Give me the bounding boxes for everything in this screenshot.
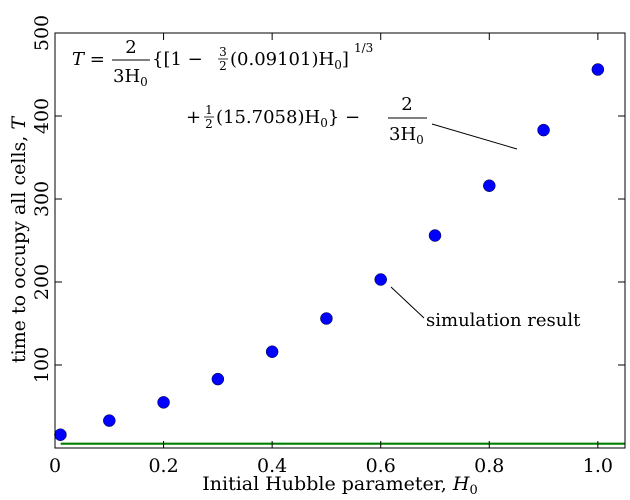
equation-line1-body: {[1 − xyxy=(152,49,203,70)
equation-line1-rest: (0.09101)H0] xyxy=(230,49,349,72)
data-point xyxy=(103,414,116,427)
plot-frame xyxy=(54,32,626,449)
data-points-layer xyxy=(54,63,605,441)
axis-ticks: 0 0.2 0.4 0.6 0.8 1.0 100 200 300 400 500 xyxy=(31,15,625,477)
equation-exponent: 1/3 xyxy=(354,41,373,55)
data-point xyxy=(265,345,279,358)
x-axis-title: Initial Hubble parameter, H0 xyxy=(202,473,477,498)
point-annotation-label: simulation result xyxy=(426,310,581,331)
x-tick-label: 1.0 xyxy=(583,455,613,477)
y-axis-title: time to occupy all cells, T xyxy=(8,116,30,363)
equation-pointer-line xyxy=(431,123,518,150)
data-point xyxy=(54,428,67,441)
data-point xyxy=(320,312,333,325)
equation-line2-body: (15.7058)H0} − xyxy=(216,107,360,130)
y-tick-label: 300 xyxy=(31,181,53,217)
equation-frac-denominator: 3H0 xyxy=(113,66,148,89)
point-annotation: simulation result xyxy=(390,286,581,331)
y-tick-label: 200 xyxy=(31,264,53,300)
data-point xyxy=(537,123,550,137)
y-tick-label: 500 xyxy=(31,15,53,51)
data-point xyxy=(374,273,387,286)
equation-annotation: T = 2 3H0 {[1 − 3 2 (0.09101)H0] 1/3 + 1… xyxy=(72,37,518,150)
data-point xyxy=(483,179,496,192)
x-tick-label: 0.8 xyxy=(474,455,504,477)
data-point xyxy=(211,372,225,386)
equation-frac2-numerator: 2 xyxy=(401,94,412,115)
data-point xyxy=(428,229,442,242)
equation-half-num: 1 xyxy=(205,103,213,117)
x-tick-label: 0.4 xyxy=(257,455,287,477)
x-tick-label: 0 xyxy=(49,455,61,477)
data-point xyxy=(591,63,605,76)
equation-half-den: 2 xyxy=(205,117,213,131)
data-point xyxy=(157,396,170,409)
equation-small-frac-num: 3 xyxy=(219,45,227,59)
equation-frac-numerator: 2 xyxy=(125,37,136,58)
equation-lhs: T = xyxy=(72,49,105,70)
x-tick-label: 0.2 xyxy=(148,455,178,477)
equation-line2-prefix: + xyxy=(186,107,201,128)
x-tick-label: 0.6 xyxy=(366,455,396,477)
point-pointer-line xyxy=(390,286,425,319)
y-tick-label: 100 xyxy=(31,347,53,383)
y-tick-label: 400 xyxy=(31,98,53,134)
equation-small-frac-den: 2 xyxy=(219,59,227,73)
equation-frac2-denominator: 3H0 xyxy=(389,124,424,147)
